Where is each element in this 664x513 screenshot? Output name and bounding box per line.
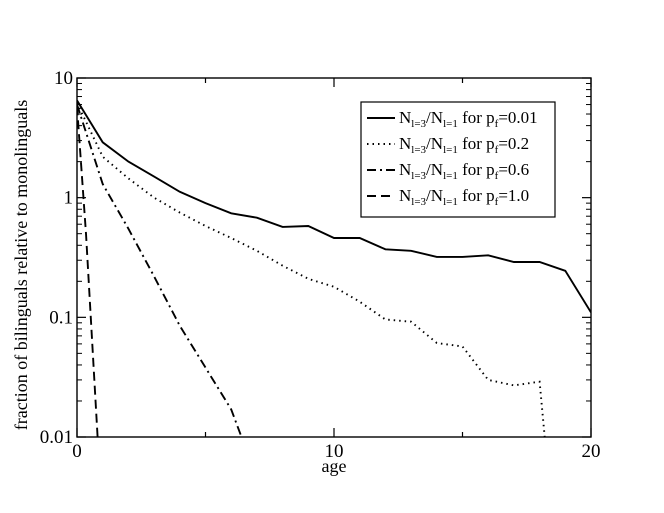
legend-entry: Nl=3/Nl=1 for pf=0.2: [399, 134, 529, 156]
plot-area: [77, 99, 591, 437]
y-tick-label: 0.01: [40, 427, 73, 448]
ticks: 0 10 20 0.01 0.1 1 10: [40, 68, 601, 462]
series-line-dashdot: [77, 104, 243, 437]
y-tick-label: 10: [54, 68, 73, 89]
y-tick-label: 1: [64, 188, 74, 209]
x-axis-label: age: [322, 456, 347, 476]
series-line-dashed: [77, 106, 99, 437]
series-line-solid: [77, 99, 591, 313]
legend-entry: Nl=3/Nl=1 for pf=0.01: [399, 108, 538, 130]
y-tick-label: 0.1: [49, 307, 73, 328]
x-tick-label: 10: [325, 441, 344, 462]
legend-box: [360, 101, 556, 218]
x-tick-label: 0: [72, 441, 82, 462]
legend-entry: Nl=3/Nl=1 for pf=0.6: [399, 160, 529, 182]
y-axis-label: fraction of bilinguals relative to monol…: [11, 100, 31, 430]
legend: Nl=3/Nl=1 for pf=0.01 Nl=3/Nl=1 for pf=0.…: [360, 101, 556, 218]
legend-entry: Nl=3/Nl=1 for pf=1.0: [399, 186, 529, 208]
x-tick-label: 20: [582, 441, 601, 462]
